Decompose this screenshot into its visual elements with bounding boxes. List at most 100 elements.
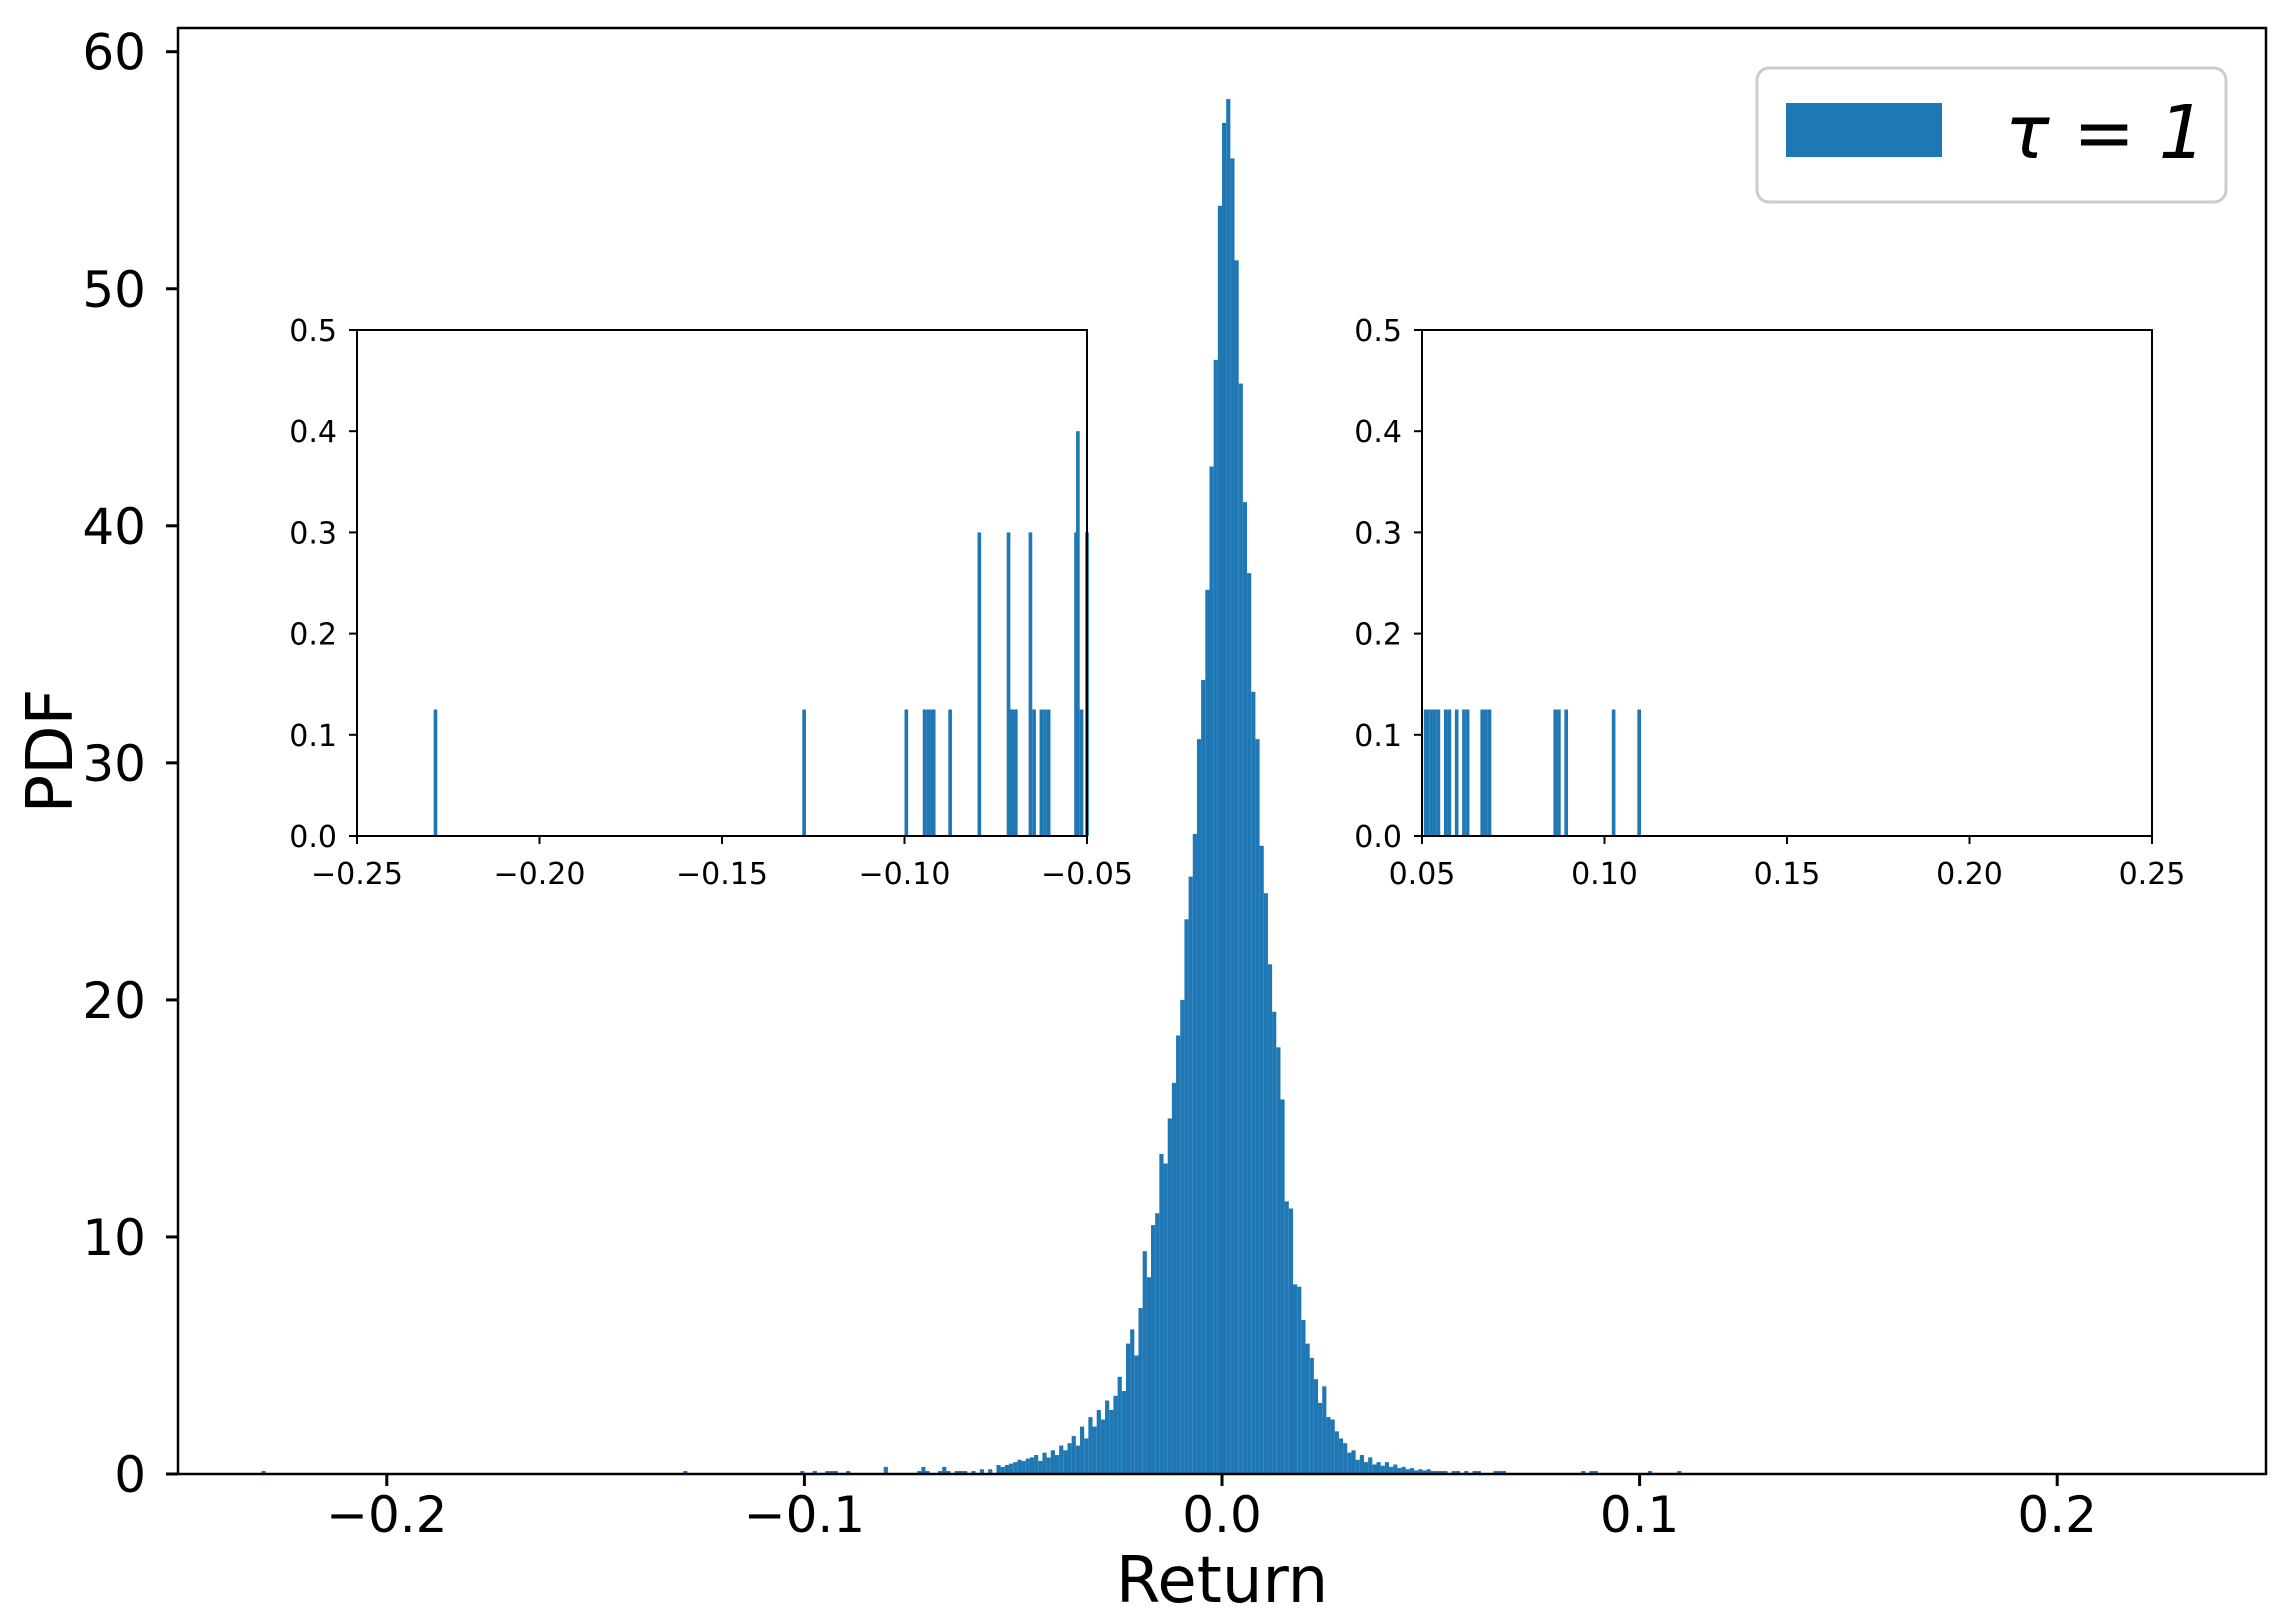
inset-left-ytick-label-1: 0.1 [289, 719, 337, 754]
main-bar-80 [1242, 502, 1248, 1475]
main-ytick-label-1: 10 [82, 1209, 146, 1267]
main-bar-112 [1376, 1462, 1381, 1474]
legend-swatch [1786, 103, 1942, 157]
main-bar-141 [1677, 1471, 1682, 1474]
inset-left-bar-7 [948, 709, 952, 836]
main-bar-69 [1196, 739, 1202, 1474]
main-bar-130 [1455, 1471, 1461, 1474]
main-bar-3 [812, 1471, 817, 1474]
inset-right-ytick-label-1: 0.1 [1354, 719, 1402, 754]
main-bar-4 [825, 1471, 830, 1474]
main-bar-85 [1263, 893, 1268, 1474]
inset-left-background [357, 330, 1087, 836]
main-bar-50 [1117, 1376, 1122, 1474]
main-bar-132 [1472, 1471, 1477, 1474]
main-bar-84 [1259, 845, 1264, 1474]
inset-right-xtick-label-0: 0.05 [1389, 857, 1456, 892]
legend-box [1755, 66, 2228, 204]
main-bar-58 [1151, 1225, 1156, 1474]
main-bar-10 [921, 1466, 926, 1474]
main-bar-98 [1318, 1402, 1323, 1474]
main-bar-60 [1159, 1153, 1164, 1474]
main-bar-71 [1205, 589, 1210, 1474]
main-bar-136 [1501, 1471, 1506, 1474]
main-bar-22 [1000, 1466, 1005, 1474]
inset-left-xtick-label-2: −0.15 [676, 857, 768, 892]
inset-left-bar-8 [977, 532, 982, 836]
main-bar-111 [1372, 1464, 1377, 1474]
main-bar-39 [1071, 1436, 1076, 1474]
main-bar-7 [846, 1471, 851, 1474]
inset-right-bar-13 [1553, 709, 1558, 836]
main-bar-52 [1125, 1343, 1131, 1474]
main-bar-42 [1084, 1438, 1089, 1474]
main-bar-59 [1155, 1213, 1160, 1474]
main-bar-41 [1080, 1426, 1085, 1474]
main-bar-31 [1038, 1460, 1043, 1474]
main-bar-66 [1184, 919, 1189, 1474]
main-bar-33 [1046, 1457, 1051, 1474]
main-bar-24 [1009, 1463, 1014, 1474]
inset-right-bar-17 [1637, 709, 1641, 836]
main-bar-9 [917, 1471, 922, 1474]
main-xtick-label-2: 0.0 [1182, 1486, 1262, 1544]
main-bar-49 [1113, 1395, 1118, 1474]
main-bar-105 [1347, 1452, 1352, 1474]
main-bar-107 [1355, 1459, 1360, 1474]
inset-left-bar-2 [904, 709, 909, 836]
inset-left-bar-18 [1074, 532, 1078, 836]
main-bar-74 [1217, 205, 1222, 1474]
main-bar-88 [1276, 1047, 1281, 1474]
main-bar-29 [1029, 1457, 1035, 1474]
main-bar-81 [1247, 573, 1252, 1474]
main-xtick-label-1: −0.1 [744, 1486, 865, 1544]
main-bar-125 [1430, 1471, 1435, 1474]
main-panel: −0.2 −0.1 0.0 0.1 0.20102030405060ReturnPDFτ… [14, 24, 2268, 1618]
main-bar-55 [1138, 1308, 1143, 1474]
inset-right-bar-10 [1480, 709, 1485, 836]
inset-right-ytick-label-4: 0.4 [1354, 415, 1402, 450]
main-bar-36 [1059, 1445, 1064, 1474]
main-bar-47 [1105, 1400, 1110, 1474]
main-bar-99 [1322, 1386, 1327, 1474]
main-bar-131 [1464, 1471, 1469, 1474]
inset-left-xtick-label-1: −0.20 [494, 857, 586, 892]
main-bar-79 [1238, 383, 1243, 1474]
main-bar-64 [1176, 1035, 1181, 1474]
main-bar-118 [1401, 1466, 1406, 1474]
inset-left-bar-0 [433, 709, 438, 836]
inset-right-bar-16 [1611, 709, 1616, 836]
inset-left-bar-3 [922, 709, 927, 836]
main-bar-91 [1288, 1208, 1293, 1474]
main-bar-106 [1351, 1450, 1356, 1474]
main-bar-137 [1581, 1471, 1586, 1474]
y-axis-label: PDF [14, 689, 88, 814]
inset-left-bar-17 [1046, 709, 1051, 836]
inset-right-bar-4 [1436, 709, 1441, 836]
main-bar-75 [1222, 122, 1227, 1475]
main-bar-127 [1439, 1471, 1444, 1474]
inset-left-ytick-label-2: 0.2 [289, 618, 337, 653]
main-bar-18 [971, 1471, 976, 1474]
main-bar-35 [1054, 1455, 1060, 1474]
main-bar-43 [1088, 1417, 1093, 1474]
main-bar-104 [1343, 1443, 1348, 1474]
main-ytick-label-5: 50 [82, 261, 146, 319]
main-ytick-label-4: 40 [82, 498, 146, 556]
main-bar-2 [800, 1471, 805, 1474]
main-bar-128 [1443, 1471, 1448, 1474]
inset-right-background [1422, 330, 2152, 836]
main-bar-96 [1309, 1357, 1314, 1474]
inset-right-bar-6 [1447, 709, 1452, 836]
inset-left-bar-9 [1006, 532, 1011, 836]
inset-left-xtick-label-4: −0.05 [1041, 857, 1133, 892]
inset-left-bar-13 [1028, 532, 1033, 836]
main-bar-45 [1096, 1410, 1101, 1474]
inset-right-bar-9 [1465, 709, 1470, 836]
main-bar-14 [946, 1471, 951, 1474]
main-bar-108 [1359, 1455, 1364, 1474]
inset-left-xtick-label-0: −0.25 [311, 857, 403, 892]
inset-right-bar-12 [1487, 709, 1492, 836]
inset-right-ytick-label-3: 0.3 [1354, 516, 1402, 551]
